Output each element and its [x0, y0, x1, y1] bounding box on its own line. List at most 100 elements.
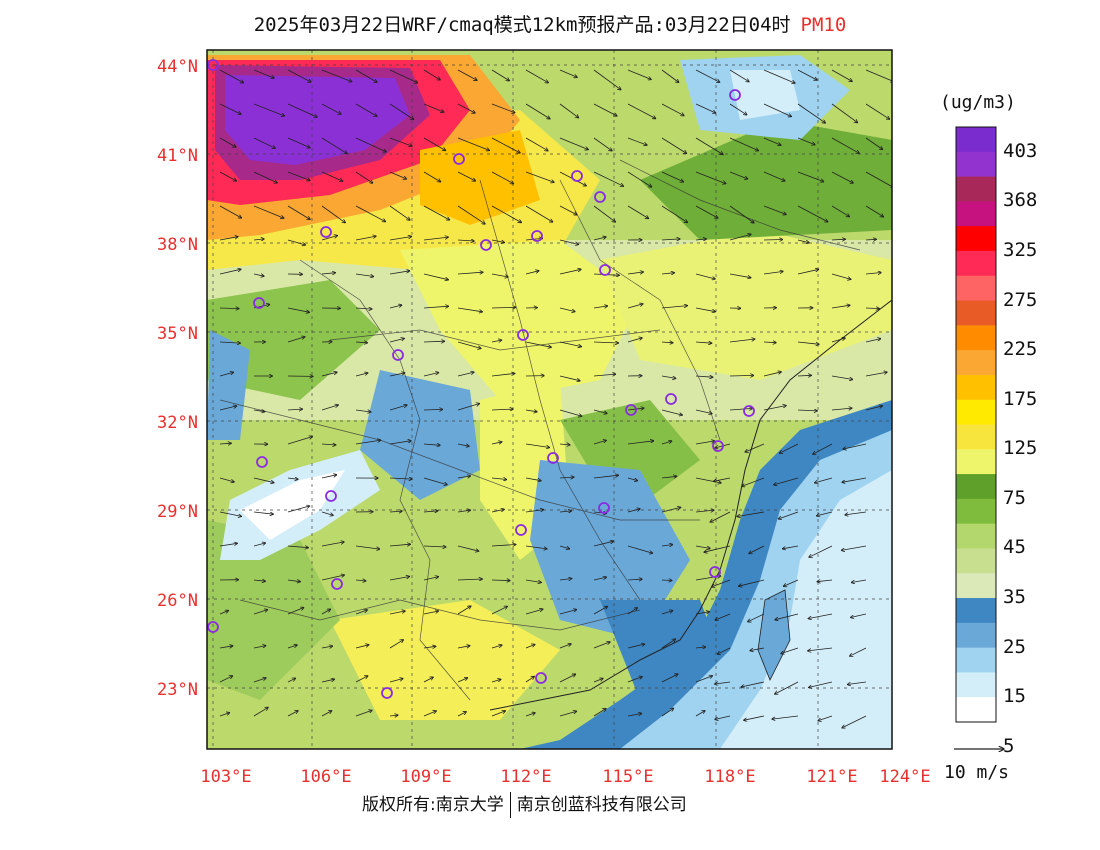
wind-arrow: [219, 103, 241, 114]
wind-arrow: [695, 647, 706, 648]
wind-arrow: [627, 69, 651, 80]
colorbar-label: 125: [1003, 437, 1038, 459]
wind-arrow: [287, 205, 310, 220]
wind-arrow: [763, 372, 781, 377]
wind-arrow: [695, 676, 713, 683]
wind-arrow: [355, 69, 377, 82]
wind-arrow: [525, 238, 543, 240]
wind-arrow: [850, 647, 867, 656]
wind-arrow: [253, 580, 266, 581]
wind-arrow: [816, 511, 833, 516]
wind-arrow: [745, 443, 765, 452]
wind-arrow: [219, 372, 234, 377]
wind-arrow: [847, 681, 867, 685]
wind-arrow: [729, 375, 754, 376]
wind-arrow: [457, 606, 471, 615]
wind-arrow: [389, 511, 402, 512]
wind-arrow: [778, 511, 799, 519]
wind-arrow: [491, 442, 502, 444]
wind-arrow: [661, 69, 679, 83]
wind-arrow: [737, 511, 765, 517]
lon-label: 124°E: [879, 767, 930, 787]
wind-arrow: [763, 205, 786, 215]
wind-arrow: [831, 171, 853, 183]
wind-arrow: [741, 681, 765, 687]
lon-label: 112°E: [500, 767, 551, 787]
lat-lon-grid: [207, 50, 892, 749]
wind-arrow: [559, 477, 574, 478]
wind-arrow: [219, 611, 229, 615]
wind-arrow: [831, 103, 858, 123]
colorbar-band: [956, 548, 996, 574]
wind-arrow: [355, 308, 372, 309]
wind-arrow: [355, 373, 368, 377]
lat-label: 29°N: [157, 502, 198, 522]
wind-arrow: [389, 715, 398, 716]
wind-arrow: [525, 545, 547, 549]
wind-arrow: [219, 308, 239, 309]
wind-arrow: [593, 205, 616, 222]
wind-arrow: [661, 239, 680, 240]
city-marker: [712, 440, 724, 452]
wind-arrow: [355, 710, 372, 717]
wind-arrow: [627, 477, 638, 481]
wind-arrow: [593, 577, 607, 581]
wind-arrow: [661, 708, 674, 717]
city-marker: [256, 456, 268, 468]
colorbar-label: 175: [1003, 388, 1038, 410]
city-marker: [515, 524, 527, 536]
wind-arrow: [841, 545, 867, 550]
wind-arrow: [219, 713, 230, 717]
wind-arrow: [831, 205, 850, 217]
wind-arrow: [321, 236, 338, 241]
wind-arrow: [851, 579, 867, 583]
city-marker: [331, 578, 343, 590]
wind-arrow: [763, 103, 792, 117]
wind-arrow: [627, 545, 653, 553]
wind-arrow: [423, 273, 449, 280]
wind-arrow: [627, 579, 642, 580]
wind-arrow: [525, 676, 534, 683]
wind-arrow: [355, 236, 376, 241]
wind-arrow: [729, 69, 749, 82]
wind-arrow: [559, 545, 570, 549]
wind-arrow: [559, 103, 579, 118]
wind-arrow: [831, 69, 852, 82]
wind-arrow: [695, 441, 715, 445]
city-marker: [743, 405, 755, 417]
wind-arrow: [782, 545, 799, 549]
wind-arrow: [355, 103, 377, 116]
wind-arrow: [287, 546, 308, 548]
wind-arrow: [525, 205, 553, 222]
wind-arrow: [491, 239, 505, 243]
wind-arrow: [749, 545, 765, 554]
wind-arrow: [715, 613, 731, 620]
wind-arrow: [389, 69, 418, 83]
wind-arrow: [287, 239, 306, 245]
wind-arrow: [457, 103, 475, 113]
wind-arrow: [219, 237, 238, 241]
wind-arrow: [287, 337, 305, 343]
wind-arrow: [355, 410, 371, 412]
wind-arrow: [321, 205, 345, 223]
wind-arrow: [661, 476, 677, 478]
wind-arrow: [525, 137, 548, 151]
wind-arrow: [253, 646, 266, 649]
wind-arrow: [219, 543, 238, 547]
wind-arrow: [355, 645, 369, 649]
wind-arrow: [423, 511, 438, 512]
wind-arrow: [457, 510, 471, 512]
wind-arrow: [491, 478, 507, 480]
wind-arrow: [423, 444, 440, 445]
wind-arrow: [457, 341, 481, 349]
wind-arrow: [775, 613, 799, 620]
wind-arrow: [559, 69, 577, 77]
wind-arrow: [593, 103, 617, 116]
wind-arrow: [627, 608, 638, 615]
wind-arrow: [695, 409, 712, 414]
wind-arrow: [750, 647, 765, 651]
wind-arrow: [797, 205, 828, 222]
wind-arrow: [729, 273, 751, 278]
wind-arrow: [695, 612, 710, 615]
wind-arrow: [491, 580, 510, 581]
